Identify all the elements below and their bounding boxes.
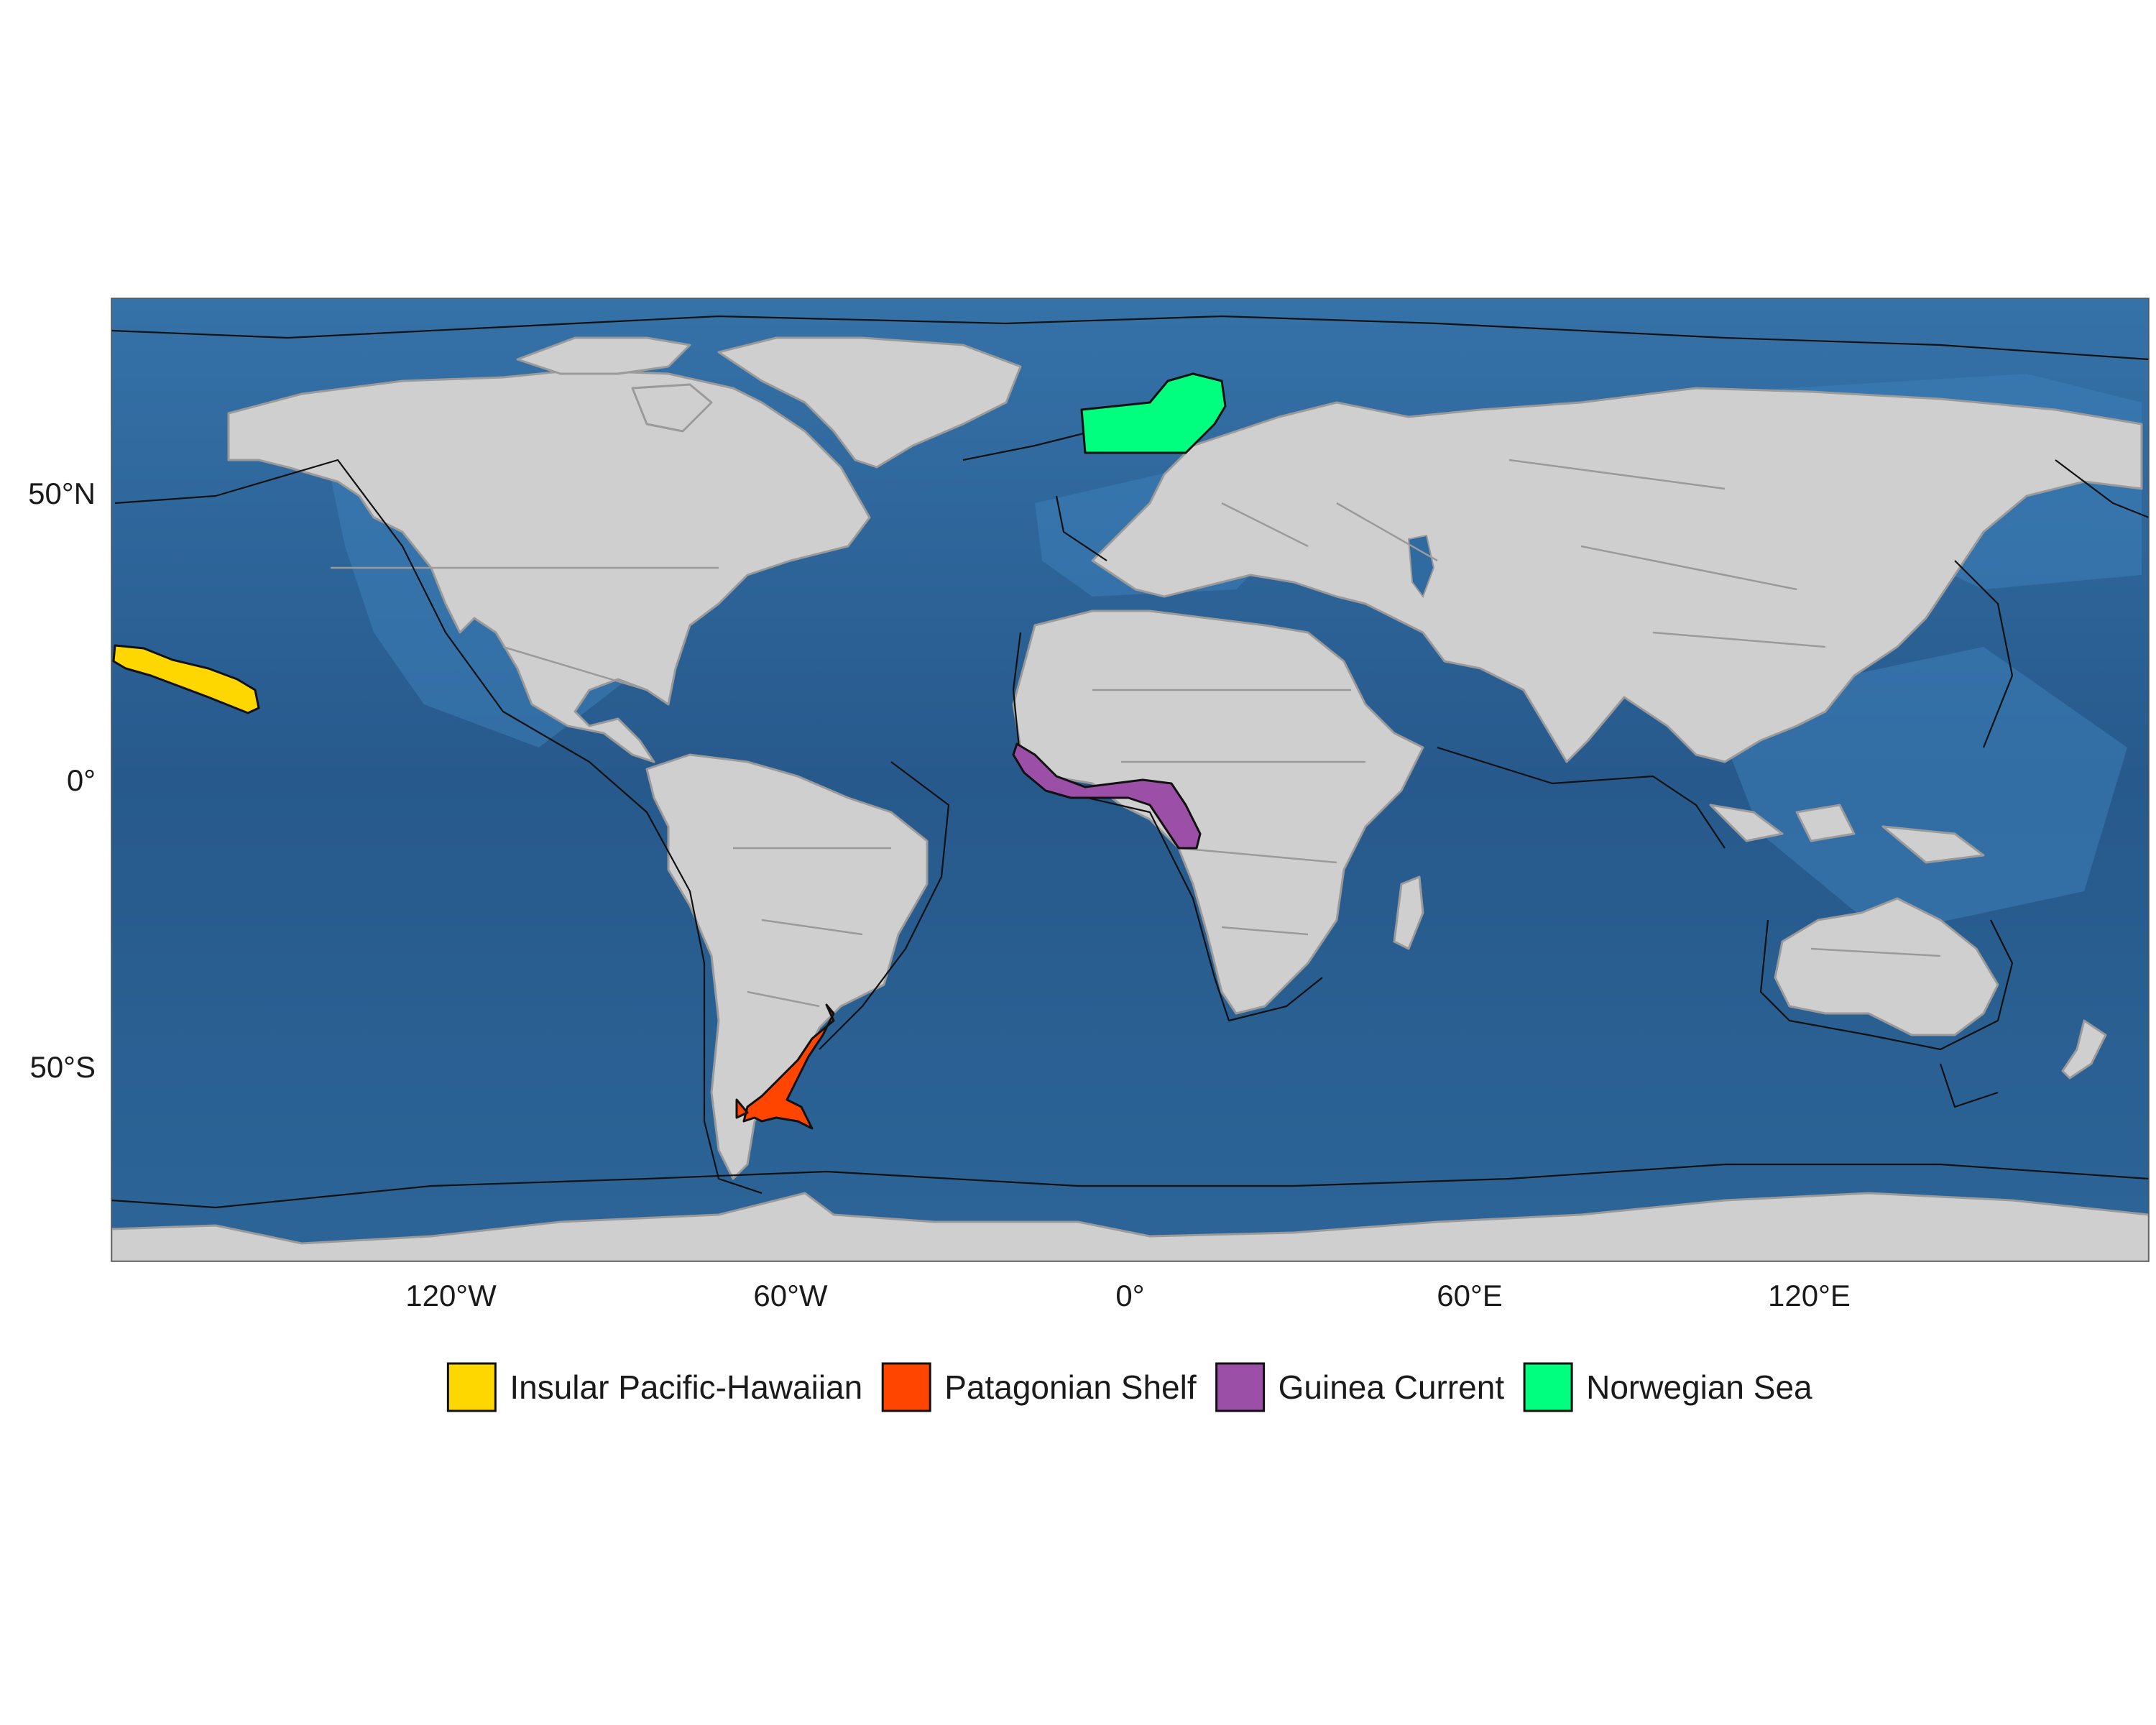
country-borders: [331, 459, 1941, 1008]
x-tick-label: 60°E: [1437, 1279, 1503, 1312]
legend-label: Insular Pacific-Hawaiian: [510, 1368, 862, 1406]
y-tick-label: 0°: [67, 763, 96, 797]
legend: Insular Pacific-Hawaiian Patagonian Shelf…: [446, 1362, 1812, 1412]
legend-item: Norwegian Sea: [1523, 1362, 1812, 1412]
landmass-madagascar: [1393, 875, 1424, 950]
y-tick-label: 50°N: [28, 477, 96, 510]
x-tick-label: 60°W: [753, 1279, 828, 1312]
panel-frame: [111, 298, 2150, 1262]
legend-swatch: [881, 1362, 931, 1412]
map-panel: [111, 298, 2150, 1262]
legend-swatch: [1215, 1362, 1266, 1412]
landmass-north-america: [227, 369, 871, 763]
x-tick-label: 120°W: [405, 1279, 497, 1312]
landmass-greenland: [717, 336, 1022, 469]
legend-label: Norwegian Sea: [1586, 1368, 1812, 1406]
landmass-australia: [1774, 897, 1999, 1036]
lme-regions: [112, 372, 1227, 1130]
legend-label: Guinea Current: [1279, 1368, 1505, 1406]
region-norwegian-sea: [1080, 372, 1227, 454]
region-insular-pacific-hawaiian: [112, 644, 260, 714]
caspian-sea: [1407, 534, 1435, 599]
y-tick-label: 50°S: [29, 1050, 96, 1084]
legend-item: Guinea Current: [1215, 1362, 1505, 1412]
legend-swatch: [446, 1362, 497, 1412]
landmass-indonesia: [1709, 804, 1985, 864]
region-guinea-current: [1012, 742, 1202, 850]
x-tick-label: 120°E: [1768, 1279, 1851, 1312]
legend-item: Insular Pacific-Hawaiian: [446, 1362, 862, 1412]
landmass-eurasia: [1091, 387, 2143, 763]
region-patagonian-shelf: [735, 1003, 835, 1130]
y-axis-ticks: 50°N 0° 50°S: [28, 477, 96, 1084]
legend-label: Patagonian Shelf: [944, 1368, 1197, 1406]
landmass-arctic-islands: [516, 336, 713, 433]
land-masses: [111, 336, 2149, 1261]
landmass-new-zealand: [2061, 1019, 2107, 1080]
legend-item: Patagonian Shelf: [881, 1362, 1197, 1412]
x-tick-label: 0°: [1115, 1279, 1144, 1312]
landmass-antarctica: [111, 1192, 2149, 1261]
legend-swatch: [1523, 1362, 1573, 1412]
x-axis-ticks: 120°W 60°W 0° 60°E 120°E: [405, 1279, 1851, 1312]
lme-outlines: [111, 315, 2149, 1209]
